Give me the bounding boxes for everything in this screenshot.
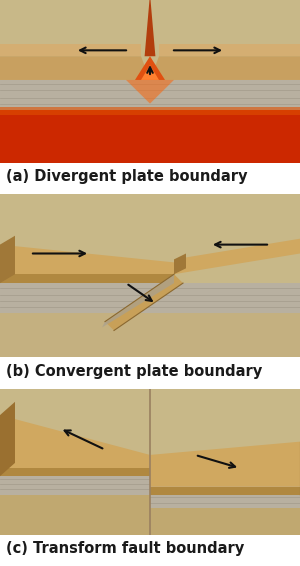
Polygon shape [0,106,300,115]
Polygon shape [102,274,174,328]
Polygon shape [0,312,300,357]
Polygon shape [150,487,300,495]
Polygon shape [0,389,300,534]
Polygon shape [0,110,300,163]
Polygon shape [0,476,150,534]
Text: (b) Convergent plate boundary: (b) Convergent plate boundary [6,364,262,379]
Polygon shape [174,239,300,274]
Polygon shape [0,44,141,56]
Polygon shape [0,194,300,357]
Text: (a) Divergent plate boundary: (a) Divergent plate boundary [6,169,247,185]
Polygon shape [126,80,174,104]
Polygon shape [145,0,155,56]
Polygon shape [0,56,150,80]
Polygon shape [159,44,300,56]
Polygon shape [105,274,183,331]
Polygon shape [135,56,165,80]
Text: (c) Transform fault boundary: (c) Transform fault boundary [6,541,244,556]
Polygon shape [150,482,300,508]
Polygon shape [150,495,300,534]
Polygon shape [0,468,150,495]
Polygon shape [0,235,15,283]
Polygon shape [174,254,186,274]
Polygon shape [0,283,300,312]
Polygon shape [0,415,150,468]
Polygon shape [0,0,300,163]
Polygon shape [0,245,174,274]
Polygon shape [150,441,300,487]
Polygon shape [0,274,174,283]
Polygon shape [0,468,150,476]
Polygon shape [141,65,159,80]
Polygon shape [0,80,300,110]
Polygon shape [150,56,300,80]
Polygon shape [0,402,15,476]
